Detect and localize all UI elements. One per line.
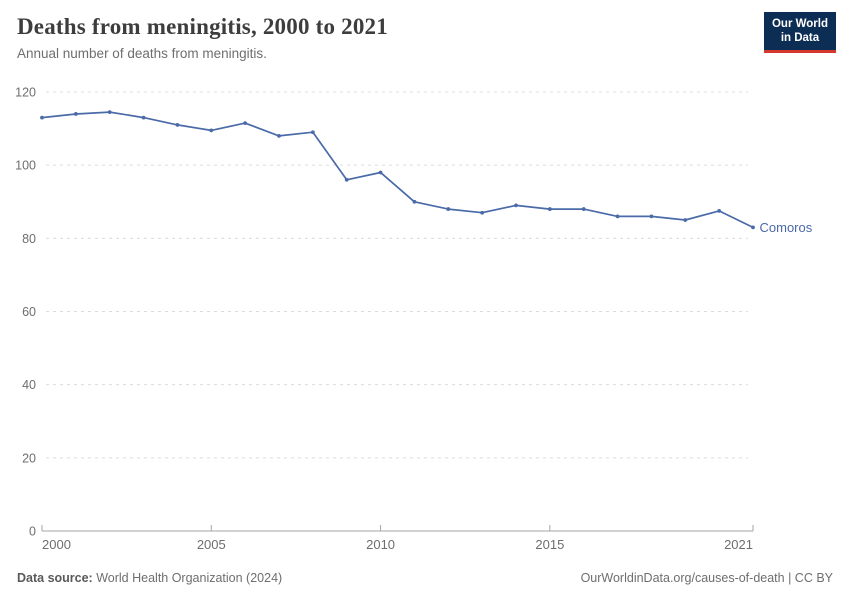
y-tick-label: 80	[22, 232, 36, 246]
data-point[interactable]	[751, 225, 755, 230]
attribution-link[interactable]: OurWorldinData.org/causes-of-death | CC …	[580, 571, 833, 585]
x-tick-label: 2000	[42, 537, 71, 552]
data-point[interactable]	[547, 207, 552, 211]
data-point[interactable]	[683, 218, 688, 222]
data-point[interactable]	[412, 199, 417, 204]
chart-subtitle: Annual number of deaths from meningitis.	[17, 46, 267, 61]
data-source-value: World Health Organization (2024)	[96, 571, 283, 585]
y-tick-label: 100	[15, 159, 36, 173]
y-tick-label: 0	[29, 525, 36, 539]
data-point[interactable]	[310, 130, 315, 135]
x-tick-label: 2005	[197, 537, 226, 552]
data-point[interactable]	[107, 110, 112, 115]
x-tick-label: 2015	[535, 537, 564, 552]
x-tick-label: 2010	[366, 537, 395, 552]
data-point[interactable]	[344, 177, 349, 182]
data-point[interactable]	[40, 115, 44, 120]
data-point[interactable]	[446, 207, 451, 211]
data-point[interactable]	[514, 203, 518, 208]
data-source: Data source: World Health Organization (…	[17, 571, 282, 585]
y-tick-label: 40	[22, 378, 36, 392]
data-point[interactable]	[73, 112, 78, 116]
owid-logo[interactable]: Our World in Data	[763, 12, 836, 53]
data-point[interactable]	[649, 214, 654, 219]
series-end-label[interactable]: Comoros	[760, 220, 813, 235]
data-point[interactable]	[378, 170, 383, 175]
data-point[interactable]	[717, 208, 722, 213]
x-tick-label: 2021	[724, 537, 753, 552]
data-point[interactable]	[581, 207, 586, 211]
owid-logo-line2: in Data	[780, 32, 820, 45]
chart-footer: Data source: World Health Organization (…	[17, 571, 833, 585]
data-point[interactable]	[209, 128, 214, 133]
y-tick-label: 60	[22, 305, 36, 319]
data-source-label: Data source:	[17, 571, 93, 585]
data-point[interactable]	[480, 210, 485, 215]
y-tick-label: 120	[15, 86, 36, 100]
data-point[interactable]	[175, 123, 180, 127]
data-point[interactable]	[243, 121, 248, 125]
data-line[interactable]	[41, 111, 754, 229]
owid-logo-line1: Our World	[771, 18, 828, 30]
page-title: Deaths from meningitis, 2000 to 2021	[17, 14, 388, 39]
chart-header: Deaths from meningitis, 2000 to 2021 Ann…	[17, 12, 836, 61]
data-point[interactable]	[141, 115, 146, 120]
data-point[interactable]	[277, 134, 281, 138]
y-tick-label: 20	[22, 451, 36, 465]
data-point[interactable]	[615, 214, 620, 219]
